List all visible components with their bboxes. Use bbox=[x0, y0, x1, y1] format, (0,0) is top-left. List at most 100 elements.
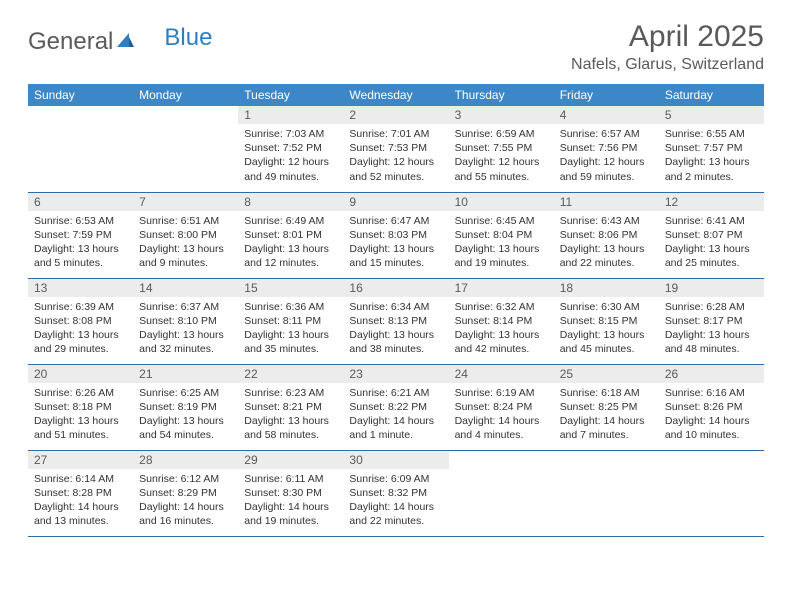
day-number: 9 bbox=[343, 193, 448, 211]
calendar-week-row: 1Sunrise: 7:03 AMSunset: 7:52 PMDaylight… bbox=[28, 106, 764, 192]
logo-text-1: General bbox=[28, 28, 113, 56]
calendar-week-row: 13Sunrise: 6:39 AMSunset: 8:08 PMDayligh… bbox=[28, 278, 764, 364]
calendar-cell: 16Sunrise: 6:34 AMSunset: 8:13 PMDayligh… bbox=[343, 278, 448, 364]
day-content: Sunrise: 6:30 AMSunset: 8:15 PMDaylight:… bbox=[554, 297, 659, 361]
day-content: Sunrise: 6:34 AMSunset: 8:13 PMDaylight:… bbox=[343, 297, 448, 361]
day-content: Sunrise: 6:11 AMSunset: 8:30 PMDaylight:… bbox=[238, 469, 343, 533]
day-number: 12 bbox=[659, 193, 764, 211]
calendar-cell: 12Sunrise: 6:41 AMSunset: 8:07 PMDayligh… bbox=[659, 192, 764, 278]
calendar-cell: 19Sunrise: 6:28 AMSunset: 8:17 PMDayligh… bbox=[659, 278, 764, 364]
logo: General Blue bbox=[28, 28, 212, 56]
day-content: Sunrise: 6:36 AMSunset: 8:11 PMDaylight:… bbox=[238, 297, 343, 361]
day-content: Sunrise: 6:19 AMSunset: 8:24 PMDaylight:… bbox=[449, 383, 554, 447]
calendar-cell: 28Sunrise: 6:12 AMSunset: 8:29 PMDayligh… bbox=[133, 450, 238, 536]
calendar-week-row: 27Sunrise: 6:14 AMSunset: 8:28 PMDayligh… bbox=[28, 450, 764, 536]
day-content: Sunrise: 6:12 AMSunset: 8:29 PMDaylight:… bbox=[133, 469, 238, 533]
day-content: Sunrise: 6:59 AMSunset: 7:55 PMDaylight:… bbox=[449, 124, 554, 188]
logo-sail-icon bbox=[115, 28, 135, 56]
calendar-cell: 13Sunrise: 6:39 AMSunset: 8:08 PMDayligh… bbox=[28, 278, 133, 364]
calendar-cell bbox=[659, 450, 764, 536]
day-content: Sunrise: 6:53 AMSunset: 7:59 PMDaylight:… bbox=[28, 211, 133, 275]
calendar-cell: 2Sunrise: 7:01 AMSunset: 7:53 PMDaylight… bbox=[343, 106, 448, 192]
day-content: Sunrise: 6:49 AMSunset: 8:01 PMDaylight:… bbox=[238, 211, 343, 275]
day-number: 3 bbox=[449, 106, 554, 124]
day-content: Sunrise: 7:03 AMSunset: 7:52 PMDaylight:… bbox=[238, 124, 343, 188]
calendar-cell: 10Sunrise: 6:45 AMSunset: 8:04 PMDayligh… bbox=[449, 192, 554, 278]
day-number: 1 bbox=[238, 106, 343, 124]
weekday-header: Saturday bbox=[659, 84, 764, 106]
calendar-week-row: 6Sunrise: 6:53 AMSunset: 7:59 PMDaylight… bbox=[28, 192, 764, 278]
day-number: 23 bbox=[343, 365, 448, 383]
calendar-cell bbox=[554, 450, 659, 536]
day-number: 19 bbox=[659, 279, 764, 297]
calendar-page: General Blue April 2025 Nafels, Glarus, … bbox=[0, 0, 792, 557]
calendar-cell: 14Sunrise: 6:37 AMSunset: 8:10 PMDayligh… bbox=[133, 278, 238, 364]
day-number: 13 bbox=[28, 279, 133, 297]
calendar-cell: 4Sunrise: 6:57 AMSunset: 7:56 PMDaylight… bbox=[554, 106, 659, 192]
day-number: 5 bbox=[659, 106, 764, 124]
calendar-cell: 5Sunrise: 6:55 AMSunset: 7:57 PMDaylight… bbox=[659, 106, 764, 192]
day-number: 16 bbox=[343, 279, 448, 297]
calendar-cell: 17Sunrise: 6:32 AMSunset: 8:14 PMDayligh… bbox=[449, 278, 554, 364]
calendar-cell: 20Sunrise: 6:26 AMSunset: 8:18 PMDayligh… bbox=[28, 364, 133, 450]
calendar-cell: 23Sunrise: 6:21 AMSunset: 8:22 PMDayligh… bbox=[343, 364, 448, 450]
calendar-cell: 24Sunrise: 6:19 AMSunset: 8:24 PMDayligh… bbox=[449, 364, 554, 450]
weekday-header: Thursday bbox=[449, 84, 554, 106]
day-number: 22 bbox=[238, 365, 343, 383]
day-content: Sunrise: 6:41 AMSunset: 8:07 PMDaylight:… bbox=[659, 211, 764, 275]
calendar-week-row: 20Sunrise: 6:26 AMSunset: 8:18 PMDayligh… bbox=[28, 364, 764, 450]
calendar-cell bbox=[28, 106, 133, 192]
day-number: 17 bbox=[449, 279, 554, 297]
day-number: 8 bbox=[238, 193, 343, 211]
calendar-cell bbox=[133, 106, 238, 192]
day-number: 20 bbox=[28, 365, 133, 383]
day-number: 28 bbox=[133, 451, 238, 469]
day-number: 10 bbox=[449, 193, 554, 211]
weekday-header: Friday bbox=[554, 84, 659, 106]
header: General Blue April 2025 Nafels, Glarus, … bbox=[28, 20, 764, 74]
day-content: Sunrise: 6:39 AMSunset: 8:08 PMDaylight:… bbox=[28, 297, 133, 361]
calendar-cell: 25Sunrise: 6:18 AMSunset: 8:25 PMDayligh… bbox=[554, 364, 659, 450]
day-content: Sunrise: 6:18 AMSunset: 8:25 PMDaylight:… bbox=[554, 383, 659, 447]
calendar-cell: 1Sunrise: 7:03 AMSunset: 7:52 PMDaylight… bbox=[238, 106, 343, 192]
calendar-cell: 6Sunrise: 6:53 AMSunset: 7:59 PMDaylight… bbox=[28, 192, 133, 278]
calendar-cell: 29Sunrise: 6:11 AMSunset: 8:30 PMDayligh… bbox=[238, 450, 343, 536]
day-number: 18 bbox=[554, 279, 659, 297]
month-title: April 2025 bbox=[571, 20, 764, 54]
day-content: Sunrise: 6:28 AMSunset: 8:17 PMDaylight:… bbox=[659, 297, 764, 361]
day-number: 15 bbox=[238, 279, 343, 297]
calendar-cell: 18Sunrise: 6:30 AMSunset: 8:15 PMDayligh… bbox=[554, 278, 659, 364]
calendar-cell: 7Sunrise: 6:51 AMSunset: 8:00 PMDaylight… bbox=[133, 192, 238, 278]
day-number: 27 bbox=[28, 451, 133, 469]
day-content: Sunrise: 6:47 AMSunset: 8:03 PMDaylight:… bbox=[343, 211, 448, 275]
day-number: 4 bbox=[554, 106, 659, 124]
day-number: 29 bbox=[238, 451, 343, 469]
weekday-header: Wednesday bbox=[343, 84, 448, 106]
day-content: Sunrise: 6:09 AMSunset: 8:32 PMDaylight:… bbox=[343, 469, 448, 533]
day-number: 7 bbox=[133, 193, 238, 211]
calendar-cell: 21Sunrise: 6:25 AMSunset: 8:19 PMDayligh… bbox=[133, 364, 238, 450]
weekday-header: Tuesday bbox=[238, 84, 343, 106]
day-content: Sunrise: 6:43 AMSunset: 8:06 PMDaylight:… bbox=[554, 211, 659, 275]
location: Nafels, Glarus, Switzerland bbox=[571, 56, 764, 74]
calendar-cell: 8Sunrise: 6:49 AMSunset: 8:01 PMDaylight… bbox=[238, 192, 343, 278]
day-number: 21 bbox=[133, 365, 238, 383]
calendar-head: SundayMondayTuesdayWednesdayThursdayFrid… bbox=[28, 84, 764, 106]
day-content: Sunrise: 6:14 AMSunset: 8:28 PMDaylight:… bbox=[28, 469, 133, 533]
calendar-cell: 30Sunrise: 6:09 AMSunset: 8:32 PMDayligh… bbox=[343, 450, 448, 536]
calendar-cell: 11Sunrise: 6:43 AMSunset: 8:06 PMDayligh… bbox=[554, 192, 659, 278]
day-content: Sunrise: 6:25 AMSunset: 8:19 PMDaylight:… bbox=[133, 383, 238, 447]
day-content: Sunrise: 6:51 AMSunset: 8:00 PMDaylight:… bbox=[133, 211, 238, 275]
weekday-header-row: SundayMondayTuesdayWednesdayThursdayFrid… bbox=[28, 84, 764, 106]
logo-text-2: Blue bbox=[164, 24, 212, 52]
day-number: 11 bbox=[554, 193, 659, 211]
day-number: 30 bbox=[343, 451, 448, 469]
day-content: Sunrise: 6:55 AMSunset: 7:57 PMDaylight:… bbox=[659, 124, 764, 188]
calendar-cell bbox=[449, 450, 554, 536]
day-number: 14 bbox=[133, 279, 238, 297]
day-number: 6 bbox=[28, 193, 133, 211]
day-number: 26 bbox=[659, 365, 764, 383]
day-number: 24 bbox=[449, 365, 554, 383]
day-content: Sunrise: 6:45 AMSunset: 8:04 PMDaylight:… bbox=[449, 211, 554, 275]
calendar-cell: 22Sunrise: 6:23 AMSunset: 8:21 PMDayligh… bbox=[238, 364, 343, 450]
